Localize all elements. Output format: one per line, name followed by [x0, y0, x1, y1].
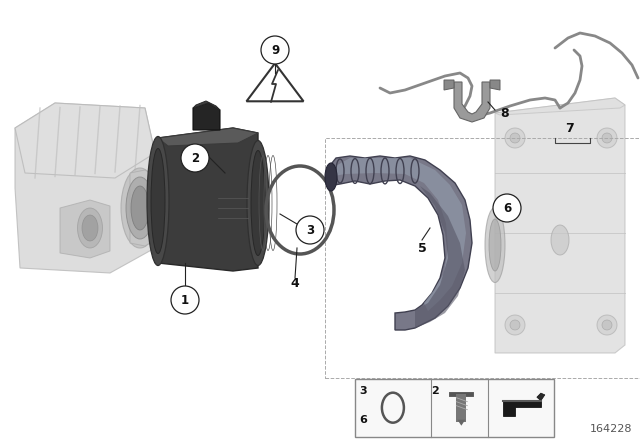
Ellipse shape	[126, 177, 154, 239]
Text: 6: 6	[359, 415, 367, 426]
Text: 5: 5	[418, 241, 426, 254]
Circle shape	[510, 133, 520, 143]
Circle shape	[493, 194, 521, 222]
Circle shape	[171, 286, 199, 314]
Ellipse shape	[77, 208, 102, 248]
Ellipse shape	[325, 163, 337, 191]
Ellipse shape	[82, 215, 98, 241]
Polygon shape	[503, 401, 541, 417]
Circle shape	[505, 315, 525, 335]
Circle shape	[602, 320, 612, 330]
Text: 4: 4	[291, 276, 300, 289]
Polygon shape	[193, 101, 220, 110]
Ellipse shape	[485, 207, 505, 283]
Circle shape	[181, 144, 209, 172]
Circle shape	[505, 128, 525, 148]
Polygon shape	[332, 158, 466, 311]
Text: 1: 1	[181, 293, 189, 306]
Text: 2: 2	[431, 386, 438, 396]
Ellipse shape	[251, 151, 265, 255]
Polygon shape	[490, 80, 500, 90]
Text: 164228: 164228	[589, 424, 632, 434]
Polygon shape	[328, 156, 472, 330]
Polygon shape	[456, 394, 467, 422]
Polygon shape	[454, 82, 490, 122]
Text: 6: 6	[503, 202, 511, 215]
Ellipse shape	[551, 225, 569, 255]
Text: 3: 3	[306, 224, 314, 237]
Polygon shape	[130, 170, 155, 246]
Ellipse shape	[121, 168, 159, 248]
Polygon shape	[158, 128, 258, 146]
Text: 2: 2	[191, 151, 199, 164]
Polygon shape	[193, 103, 220, 130]
Circle shape	[261, 36, 289, 64]
Circle shape	[602, 133, 612, 143]
Text: 9: 9	[271, 43, 279, 56]
Circle shape	[597, 128, 617, 148]
Polygon shape	[495, 98, 625, 353]
Polygon shape	[537, 393, 545, 401]
Polygon shape	[15, 103, 155, 178]
Polygon shape	[458, 420, 465, 426]
Text: 7: 7	[566, 121, 574, 134]
Polygon shape	[158, 128, 258, 271]
Polygon shape	[415, 186, 465, 328]
Ellipse shape	[147, 137, 169, 266]
Ellipse shape	[131, 186, 149, 230]
Text: 3: 3	[359, 386, 367, 396]
Circle shape	[296, 216, 324, 244]
Bar	[355, 379, 554, 437]
Polygon shape	[60, 200, 110, 258]
Ellipse shape	[489, 219, 501, 271]
Ellipse shape	[151, 148, 165, 254]
Circle shape	[597, 315, 617, 335]
Text: 8: 8	[500, 107, 509, 120]
Polygon shape	[444, 80, 454, 90]
Polygon shape	[495, 98, 625, 115]
Circle shape	[510, 320, 520, 330]
Polygon shape	[246, 63, 303, 101]
Ellipse shape	[247, 141, 269, 266]
Polygon shape	[15, 103, 155, 273]
